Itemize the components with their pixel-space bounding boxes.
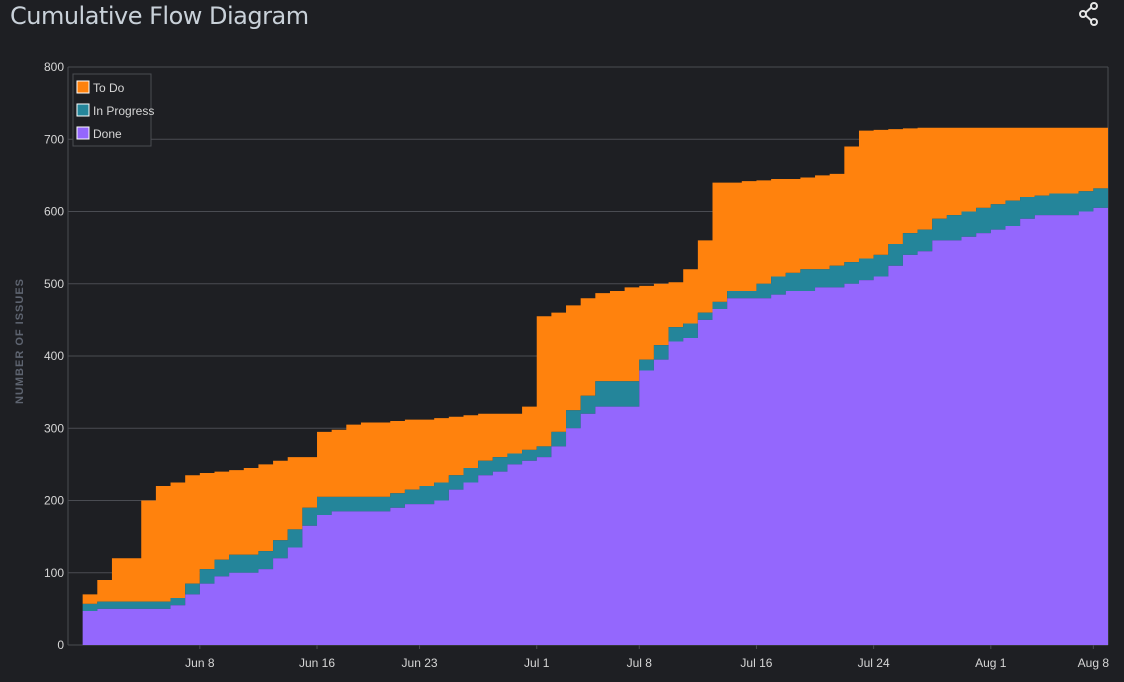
x-tick-label: Jun 16 — [299, 656, 335, 670]
y-tick-label: 500 — [44, 277, 64, 291]
x-tick-label: Jul 8 — [627, 656, 653, 670]
y-tick-label: 0 — [57, 638, 64, 652]
x-tick-label: Jun 8 — [185, 656, 215, 670]
x-tick-label: Jul 1 — [524, 656, 550, 670]
chart-title: Cumulative Flow Diagram — [10, 2, 309, 30]
y-tick-label: 300 — [44, 421, 64, 435]
legend-swatch-to-do — [76, 80, 90, 94]
series-area-to-do — [82, 127, 1108, 604]
legend-label-in-progress: In Progress — [93, 104, 154, 118]
y-tick-label: 100 — [44, 566, 64, 580]
y-axis-label: NUMBER OF ISSUES — [14, 278, 26, 404]
legend-swatch-in-progress — [76, 103, 90, 117]
x-tick-label: Jul 16 — [740, 656, 772, 670]
legend: To Do In Progress Done — [72, 73, 154, 147]
x-tick-label: Jul 24 — [858, 656, 890, 670]
series-area-done — [82, 207, 1108, 645]
x-tick-label: Aug 8 — [1078, 656, 1110, 670]
series-area-in-progress — [82, 188, 1108, 612]
axes: 0 100 200 300 400 500 600 700 800 Jun 8 Jun 16 Jun … — [14, 60, 1109, 670]
x-tick-label: Jun 23 — [402, 656, 438, 670]
series-areas — [82, 127, 1108, 645]
y-tick-label: 700 — [44, 132, 64, 146]
y-tick-label: 200 — [44, 494, 64, 508]
y-tick-label: 600 — [44, 205, 64, 219]
legend-swatch-done — [76, 126, 90, 140]
y-tick-label: 800 — [44, 60, 64, 74]
y-tick-label: 400 — [44, 349, 64, 363]
share-icon[interactable] — [1078, 2, 1100, 26]
legend-label-to-do: To Do — [93, 81, 125, 95]
legend-label-done: Done — [93, 127, 122, 141]
x-tick-label: Aug 1 — [975, 656, 1007, 670]
